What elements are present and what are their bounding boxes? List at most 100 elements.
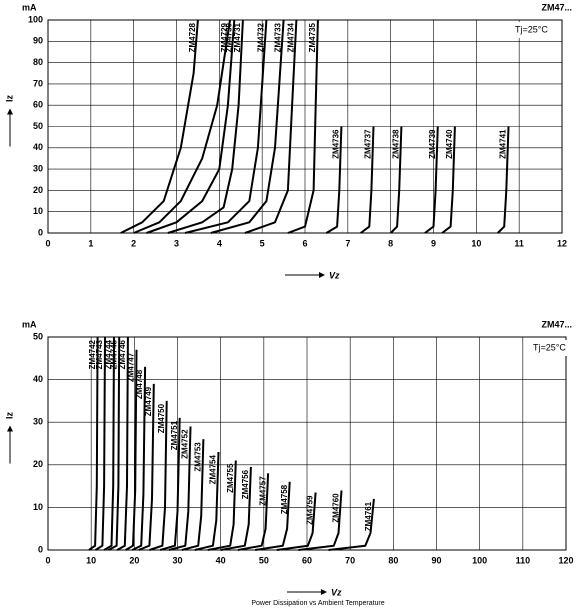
curve-label: ZM4732 bbox=[257, 22, 266, 52]
curve-label: ZM4756 bbox=[241, 469, 250, 499]
curve bbox=[237, 473, 270, 551]
x-tick-label: 120 bbox=[558, 555, 573, 565]
x-tick-label: 8 bbox=[388, 238, 393, 248]
y-tick-label: 30 bbox=[33, 163, 43, 173]
x-tick-label: 80 bbox=[388, 555, 398, 565]
y-tick-label: 40 bbox=[33, 374, 43, 384]
curve bbox=[298, 490, 343, 551]
x-tick-label: 3 bbox=[174, 238, 179, 248]
x-tick-label: 1 bbox=[88, 238, 93, 248]
y-tick-label: 70 bbox=[33, 78, 43, 88]
y-tick-label: 30 bbox=[33, 417, 43, 427]
y-tick-label: 50 bbox=[33, 331, 43, 341]
curve bbox=[207, 460, 237, 551]
curve bbox=[220, 466, 252, 551]
x-tick-label: 7 bbox=[345, 238, 350, 248]
x-tick-label: 5 bbox=[260, 238, 265, 248]
curve-label: ZM4755 bbox=[226, 463, 235, 493]
curve bbox=[149, 400, 168, 551]
curve bbox=[184, 19, 268, 234]
curve-label: ZM4757 bbox=[258, 476, 267, 506]
y-tick-label: 10 bbox=[33, 502, 43, 512]
y-arrowhead bbox=[7, 425, 13, 432]
y-tick-label: 10 bbox=[33, 206, 43, 216]
curve-label: ZM4740 bbox=[445, 129, 454, 159]
curve-label: ZM4758 bbox=[280, 484, 289, 514]
curve-label: ZM4734 bbox=[287, 22, 296, 52]
curve-label: ZM4753 bbox=[194, 442, 203, 472]
chart-title: ZM47... bbox=[541, 2, 572, 12]
curve bbox=[94, 336, 106, 551]
curve-label: ZM4739 bbox=[428, 129, 437, 159]
x-tick-label: 60 bbox=[302, 555, 312, 565]
x-tick-label: 9 bbox=[431, 238, 436, 248]
curve-label: ZM4754 bbox=[209, 454, 218, 484]
curve bbox=[194, 451, 220, 551]
x-tick-label: 70 bbox=[345, 555, 355, 565]
x-tick-label: 10 bbox=[471, 238, 481, 248]
x-tick-label: 6 bbox=[302, 238, 307, 248]
x-tick-label: 30 bbox=[172, 555, 182, 565]
curve bbox=[244, 19, 298, 234]
x-tick-label: 0 bbox=[45, 238, 50, 248]
y-tick-label: 80 bbox=[33, 57, 43, 67]
y-tick-label: 90 bbox=[33, 36, 43, 46]
curve bbox=[131, 366, 147, 551]
x-tick-label: 40 bbox=[216, 555, 226, 565]
curve-label: ZM4751 bbox=[170, 420, 179, 450]
curve bbox=[167, 19, 244, 234]
curve bbox=[125, 349, 138, 551]
curve bbox=[424, 126, 439, 234]
chart-title: ZM47... bbox=[541, 319, 572, 329]
curve-label: ZM4737 bbox=[364, 129, 373, 159]
curve bbox=[255, 481, 291, 551]
x-arrowhead bbox=[321, 589, 327, 595]
curve-label: ZM4735 bbox=[308, 22, 317, 52]
plot-frame bbox=[47, 336, 567, 551]
curve-label: ZM4733 bbox=[274, 22, 283, 52]
curve bbox=[138, 383, 155, 551]
curve-label: ZM4731 bbox=[233, 22, 242, 52]
curve bbox=[168, 426, 192, 551]
curve bbox=[360, 126, 375, 234]
curve bbox=[88, 336, 99, 551]
y-tick-label: 40 bbox=[33, 142, 43, 152]
curve-label: ZM4730 bbox=[224, 22, 233, 52]
caption: Power Dissipation vs Ambient Temperature bbox=[251, 600, 384, 607]
y-tick-label: 0 bbox=[38, 227, 43, 237]
curve bbox=[497, 126, 510, 234]
x-axis-label: Vz bbox=[331, 587, 342, 597]
curve-label: ZM4746 bbox=[118, 339, 127, 369]
y-axis-label: Iz bbox=[4, 95, 14, 103]
y-tick-label: 100 bbox=[28, 14, 43, 24]
annotation-box bbox=[529, 340, 577, 356]
x-tick-label: 10 bbox=[86, 555, 96, 565]
curve bbox=[146, 19, 236, 234]
curve-label: ZM4747 bbox=[127, 352, 136, 382]
curve bbox=[276, 492, 317, 551]
curve-label: ZM4749 bbox=[144, 386, 153, 416]
x-tick-label: 110 bbox=[516, 555, 531, 565]
curve-label: ZM4760 bbox=[332, 493, 341, 523]
x-tick-label: 20 bbox=[129, 555, 139, 565]
curve bbox=[116, 336, 129, 551]
curve-label: ZM4729 bbox=[220, 22, 229, 52]
y-tick-label: 20 bbox=[33, 185, 43, 195]
curve-label: ZM4748 bbox=[135, 369, 144, 399]
curve-label: ZM4745 bbox=[109, 339, 118, 369]
x-axis-label: Vz bbox=[329, 270, 340, 280]
curve-label: ZM4744 bbox=[104, 339, 113, 369]
x-arrowhead bbox=[319, 272, 325, 278]
x-tick-label: 90 bbox=[431, 555, 441, 565]
curve bbox=[441, 126, 456, 234]
y-arrowhead bbox=[7, 108, 13, 115]
curve bbox=[389, 126, 403, 234]
y-tick-label: 50 bbox=[33, 121, 43, 131]
curve bbox=[328, 498, 375, 551]
x-tick-label: 11 bbox=[514, 238, 524, 248]
curve-label: ZM4743 bbox=[95, 339, 104, 369]
curve-label: ZM4741 bbox=[499, 129, 508, 159]
y-unit: mA bbox=[22, 319, 37, 329]
y-tick-label: 0 bbox=[38, 544, 43, 554]
